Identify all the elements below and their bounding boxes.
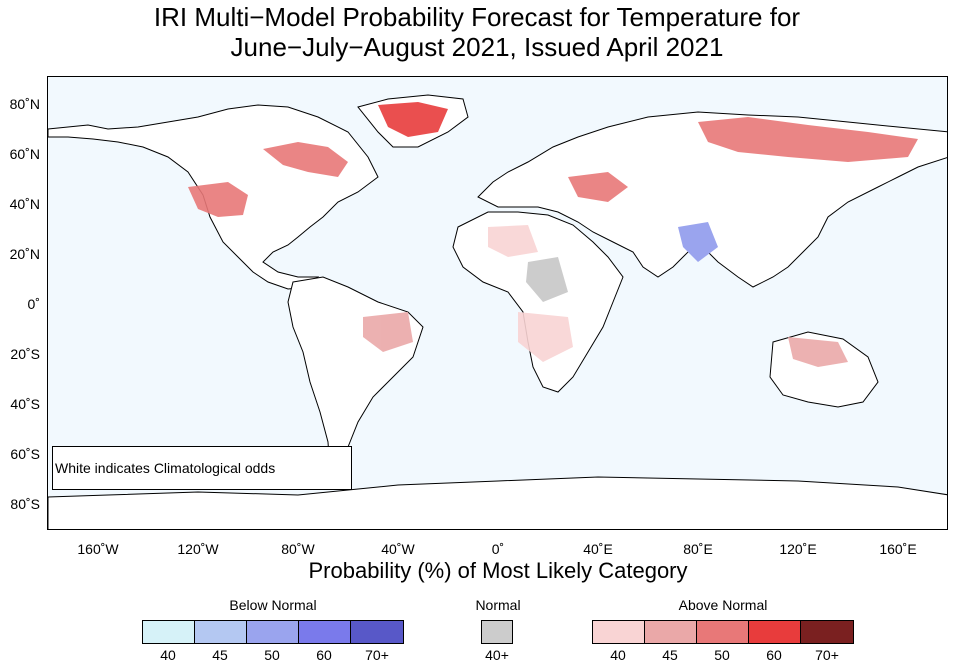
below-normal-swatch-40: [142, 620, 195, 644]
x-tick-120e: 120˚E: [779, 541, 817, 557]
below-normal-label-70: 70+: [365, 647, 389, 663]
below-normal-label-50: 50: [264, 647, 280, 663]
y-tick-60n: 60˚N: [9, 146, 40, 162]
above-normal-shading: [188, 102, 918, 367]
below-normal-label-60: 60: [316, 647, 332, 663]
y-tick-80s: 80˚S: [10, 496, 40, 512]
above-normal-label-60: 60: [766, 647, 782, 663]
below-normal-label-40: 40: [160, 647, 176, 663]
above-normal-swatch-60: [748, 620, 801, 644]
y-tick-20s: 20˚S: [10, 346, 40, 362]
below-normal-legend-title: Below Normal: [229, 597, 317, 613]
above-normal-label-50: 50: [714, 647, 730, 663]
above-normal-label-45: 45: [662, 647, 678, 663]
above-normal-region: [188, 182, 248, 217]
antarctica-landmass: [48, 476, 947, 529]
x-tick-120w: 120˚W: [177, 541, 219, 557]
map-title-line-2: June−July−August 2021, Issued April 2021: [230, 32, 724, 62]
x-tick-160w: 160˚W: [77, 541, 119, 557]
x-axis-title: Probability (%) of Most Likely Category: [308, 558, 688, 583]
above-normal-region: [263, 142, 348, 177]
y-tick-0: 0˚: [27, 296, 40, 312]
x-tick-80e: 80˚E: [683, 541, 713, 557]
normal-legend-title: Normal: [475, 597, 521, 613]
below-normal-swatch-60: [298, 620, 351, 644]
below-normal-swatch-45: [194, 620, 247, 644]
y-tick-20n: 20˚N: [9, 246, 40, 262]
above-normal-label-40: 40: [610, 647, 626, 663]
x-tick-40e: 40˚E: [583, 541, 613, 557]
normal-swatch: [481, 620, 513, 644]
above-normal-swatch-50: [696, 620, 749, 644]
above-normal-region: [363, 312, 413, 352]
above-normal-region: [378, 102, 448, 137]
y-tick-80n: 80˚N: [9, 96, 40, 112]
above-normal-region: [488, 225, 538, 257]
y-tick-60s: 60˚S: [10, 446, 40, 462]
above-normal-region: [568, 172, 628, 202]
above-normal-swatch-70: [800, 620, 854, 644]
normal-region: [526, 257, 568, 302]
x-tick-0: 0˚: [491, 541, 505, 557]
africa-landmass: [452, 211, 624, 393]
x-tick-40w: 40˚W: [381, 541, 415, 557]
above-normal-swatch-45: [644, 620, 697, 644]
below-normal-swatch-70: [350, 620, 404, 644]
above-normal-label-70: 70+: [815, 647, 839, 663]
above-normal-region: [698, 117, 918, 162]
world-map-svg: [48, 94, 947, 529]
below-normal-region: [678, 222, 718, 262]
below-normal-swatch-50: [246, 620, 299, 644]
x-tick-160e: 160˚E: [879, 541, 917, 557]
above-normal-swatch-40: [592, 620, 645, 644]
x-tick-80w: 80˚W: [281, 541, 315, 557]
below-normal-label-45: 45: [212, 647, 228, 663]
normal-label-40: 40+: [485, 647, 509, 663]
y-tick-40n: 40˚N: [9, 196, 40, 212]
map-title-line-1: IRI Multi−Model Probability Forecast for…: [153, 2, 801, 32]
above-normal-region: [788, 337, 848, 367]
y-tick-40s: 40˚S: [10, 396, 40, 412]
above-normal-legend-title: Above Normal: [678, 597, 768, 613]
above-normal-region: [518, 312, 573, 362]
climatology-note: White indicates Climatological odds: [52, 446, 352, 490]
